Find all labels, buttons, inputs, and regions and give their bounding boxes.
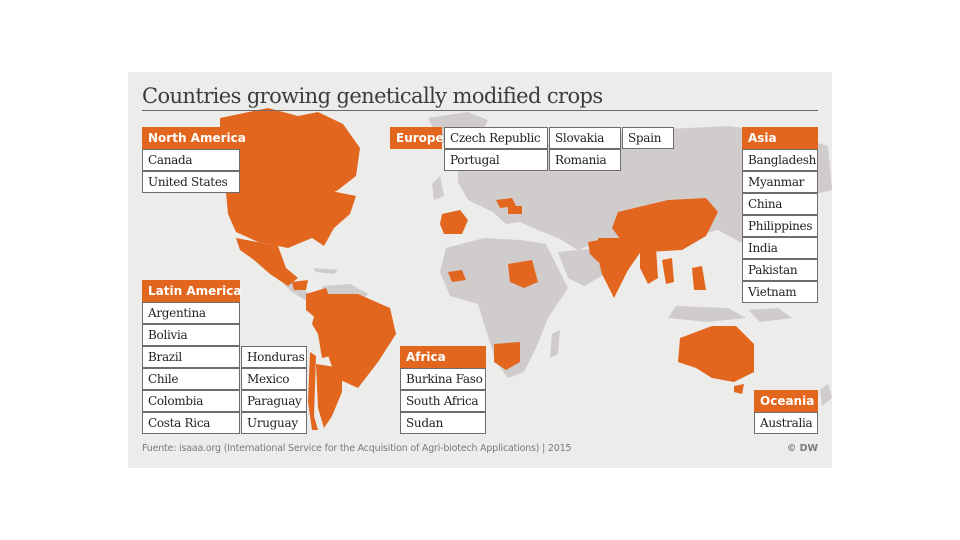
map-title: Countries growing genetically modified c… — [142, 84, 603, 108]
land-highlighted — [220, 108, 754, 430]
country-china: China — [742, 193, 818, 215]
africa-land — [440, 238, 568, 378]
africa-header: Africa — [400, 346, 486, 368]
country-spain: Spain — [622, 127, 674, 149]
india-shape — [598, 238, 642, 298]
mexico-shape — [236, 238, 298, 286]
country-myanmar: Myanmar — [742, 171, 818, 193]
madagascar — [550, 330, 560, 358]
chile-shape — [308, 352, 318, 430]
country-vietnam: Vietnam — [742, 281, 818, 303]
country-philippines: Philippines — [742, 215, 818, 237]
brazil-shape — [312, 294, 396, 388]
country-brazil: Brazil — [142, 346, 240, 368]
argentina-shape — [316, 364, 342, 428]
country-romania: Romania — [549, 149, 621, 171]
country-paraguay: Paraguay — [241, 390, 307, 412]
country-colombia: Colombia — [142, 390, 240, 412]
vietnam-shape — [662, 258, 674, 284]
australia-shape — [678, 326, 754, 382]
country-canada: Canada — [142, 149, 240, 171]
romania-shape — [508, 206, 522, 214]
country-uruguay: Uruguay — [241, 412, 307, 434]
country-australia: Australia — [754, 412, 818, 434]
title-rule — [142, 110, 818, 111]
czech-slovakia-shape — [496, 198, 516, 208]
new-zealand — [820, 384, 832, 406]
country-czech-republic: Czech Republic — [444, 127, 548, 149]
philippines-shape — [692, 266, 706, 290]
country-bolivia: Bolivia — [142, 324, 240, 346]
usa-shape — [226, 192, 356, 248]
burkina-shape — [448, 270, 466, 282]
country-united-states: United States — [142, 171, 240, 193]
canada-shape — [220, 108, 360, 200]
country-costa-rica: Costa Rica — [142, 412, 240, 434]
country-south-africa: South Africa — [400, 390, 486, 412]
sudan-shape — [508, 260, 538, 288]
country-india: India — [742, 237, 818, 259]
indonesia — [668, 306, 746, 322]
country-chile: Chile — [142, 368, 240, 390]
north-america-header: North America — [142, 127, 246, 149]
new-guinea — [748, 308, 792, 322]
country-portugal: Portugal — [444, 149, 548, 171]
south-africa-shape — [494, 342, 520, 370]
dw-credit: © DW — [786, 443, 818, 454]
caribbean — [314, 268, 338, 274]
china-shape — [612, 198, 718, 252]
bolivia-shape — [318, 334, 340, 358]
tasmania-shape — [734, 384, 744, 394]
asia-header: Asia — [742, 127, 818, 149]
europe-header: Europe — [390, 127, 444, 149]
uk — [432, 176, 444, 200]
bangladesh-myanmar-shape — [640, 248, 658, 284]
country-honduras: Honduras — [241, 346, 307, 368]
country-slovakia: Slovakia — [549, 127, 621, 149]
country-pakistan: Pakistan — [742, 259, 818, 281]
latin-america-header: Latin America — [142, 280, 242, 302]
country-burkina-faso: Burkina Faso — [400, 368, 486, 390]
honduras-shape — [292, 280, 308, 290]
country-argentina: Argentina — [142, 302, 240, 324]
source-note: Fuente: isaaa.org (International Service… — [142, 443, 572, 454]
map-infographic: Countries growing genetically modified c… — [128, 72, 832, 468]
country-mexico: Mexico — [241, 368, 307, 390]
spain-portugal-shape — [440, 210, 468, 234]
oceania-header: Oceania — [754, 390, 818, 412]
country-bangladesh: Bangladesh — [742, 149, 818, 171]
country-sudan: Sudan — [400, 412, 486, 434]
